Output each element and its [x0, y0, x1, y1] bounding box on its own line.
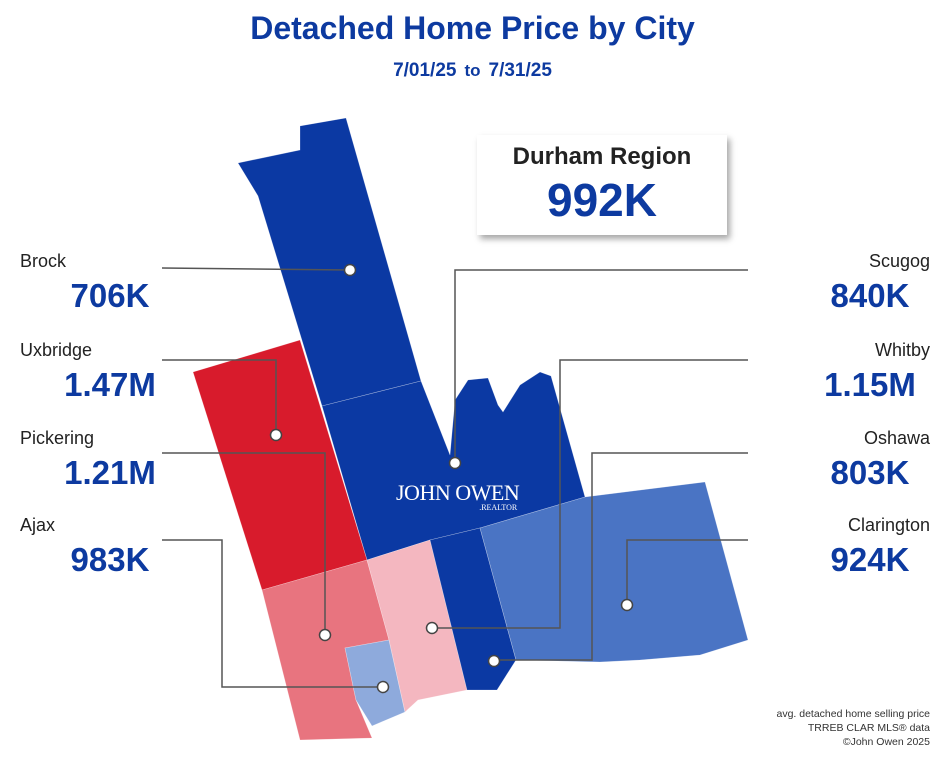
city-value-scugog: 840K [830, 277, 910, 314]
footer-copyright: ©John Owen 2025 [842, 736, 930, 748]
leader-scugog [454, 269, 748, 463]
city-label-whitby: Whitby [874, 340, 930, 360]
city-value-brock: 706K [70, 277, 150, 314]
marker-scugog [448, 456, 462, 470]
leader-ajax [162, 539, 383, 688]
date-to-word: to [464, 61, 481, 80]
footer-notes: avg. detached home selling price TRREB C… [776, 707, 930, 749]
marker-whitby [425, 621, 439, 635]
city-value-uxbridge: 1.47M [64, 366, 156, 403]
durham-region-summary: Durham Region 992K [477, 135, 727, 235]
marker-brock [343, 263, 357, 277]
footer-source: TRREB CLAR MLS® data [807, 722, 930, 734]
city-value-oshawa: 803K [830, 454, 910, 491]
city-label-clarington: Clarington [847, 515, 930, 535]
marker-clarington [620, 598, 634, 612]
region-ajax[interactable] [344, 639, 406, 727]
footer-note: avg. detached home selling price [776, 708, 930, 720]
region-oshawa[interactable] [429, 527, 517, 691]
city-value-pickering: 1.21M [64, 454, 156, 491]
leader-uxbridge [162, 359, 277, 435]
city-label-ajax: Ajax [20, 515, 56, 535]
city-value-ajax: 983K [70, 541, 150, 578]
region-brock[interactable] [237, 117, 422, 407]
city-value-whitby: 1.15M [824, 366, 916, 403]
summary-value: 992K [547, 174, 657, 226]
leader-whitby [432, 359, 748, 629]
page-title: Detached Home Price by City [250, 10, 695, 46]
marker-oshawa [487, 654, 501, 668]
leader-clarington [626, 539, 748, 605]
city-label-brock: Brock [20, 251, 67, 271]
marker-pickering [318, 628, 332, 642]
john-owen-logo: JOHN OWEN .REALTOR [396, 480, 520, 512]
city-label-scugog: Scugog [868, 251, 930, 271]
city-value-clarington: 924K [830, 541, 910, 578]
marker-ajax [376, 680, 390, 694]
date-from: 7/01/25 [393, 60, 457, 81]
city-label-uxbridge: Uxbridge [20, 340, 93, 360]
marker-uxbridge [269, 428, 283, 442]
leader-oshawa [494, 452, 748, 661]
date-range: 7/01/25 to 7/31/25 [0, 60, 945, 82]
leader-pickering [162, 452, 326, 635]
date-to: 7/31/25 [488, 60, 552, 81]
city-label-pickering: Pickering [20, 428, 95, 448]
summary-name: Durham Region [512, 143, 692, 170]
city-label-oshawa: Oshawa [863, 428, 930, 448]
leader-brock [161, 267, 351, 271]
